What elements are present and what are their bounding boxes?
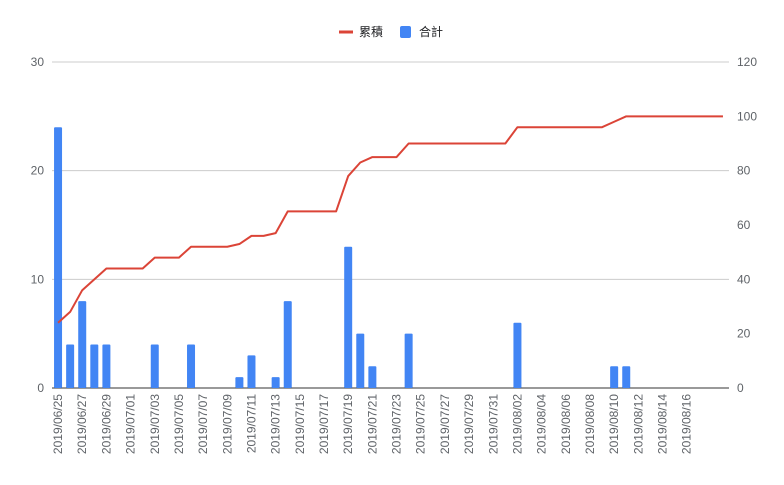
x-tick-label: 2019/07/09 (220, 394, 234, 454)
bar-series-total (54, 127, 631, 388)
y-left-tick-label: 0 (37, 381, 44, 395)
x-tick-label: 2019/07/13 (269, 394, 283, 454)
x-tick-label: 2019/08/14 (656, 394, 670, 454)
x-tick-label: 2019/08/06 (559, 394, 573, 454)
x-tick-label: 2019/08/10 (607, 394, 621, 454)
bar (283, 301, 292, 388)
x-tick-label: 2019/07/15 (293, 394, 307, 454)
legend-item-cumulative[interactable]: 累積 (339, 24, 383, 39)
x-tick-label: 2019/07/31 (486, 394, 500, 454)
x-tick-label: 2019/07/07 (196, 394, 210, 454)
bar (404, 333, 413, 388)
x-tick-label: 2019/07/19 (341, 394, 355, 454)
axes: 0 10 20 30 0 20 40 60 80 100 120 2019/06/25 2019/06/… (31, 55, 758, 454)
bar (344, 246, 353, 388)
bar (513, 322, 522, 388)
x-tick-label: 2019/07/01 (124, 394, 138, 454)
x-tick-label: 2019/06/25 (51, 394, 65, 454)
bar (622, 366, 631, 388)
legend-item-total[interactable]: 合計 (400, 24, 443, 39)
gridlines (52, 61, 729, 389)
bar (247, 355, 256, 388)
legend-label: 合計 (419, 24, 443, 39)
bar (66, 344, 75, 388)
y-left-tick-label: 10 (31, 272, 45, 286)
y-right-tick-label: 60 (737, 218, 751, 232)
y-right-tick-label: 120 (737, 55, 757, 69)
legend-label: 累積 (359, 24, 383, 39)
legend[interactable]: 累積 合計 (339, 24, 443, 39)
y-right-tick-label: 100 (737, 109, 757, 123)
x-tick-label: 2019/07/25 (414, 394, 428, 454)
bar (610, 366, 619, 388)
x-tick-label: 2019/07/05 (172, 394, 186, 454)
bar (102, 344, 111, 388)
bar (150, 344, 159, 388)
x-tick-label: 2019/07/03 (148, 394, 162, 454)
x-tick-label: 2019/07/21 (365, 394, 379, 454)
cumulative-line (57, 115, 723, 324)
legend-swatch-line (339, 30, 353, 34)
x-tick-label: 2019/07/27 (438, 394, 452, 454)
bar (271, 377, 280, 388)
x-tick-label: 2019/07/23 (390, 394, 404, 454)
bar (54, 127, 63, 388)
x-tick-label: 2019/08/02 (510, 394, 524, 454)
legend-swatch-bar (400, 26, 411, 38)
y-left-tick-label: 20 (31, 164, 45, 178)
x-tick-label: 2019/06/27 (75, 394, 89, 454)
y-right-tick-label: 40 (737, 272, 751, 286)
x-tick-label: 2019/07/29 (462, 394, 476, 454)
bar (78, 301, 87, 388)
bar (90, 344, 99, 388)
bar (356, 333, 365, 388)
x-tick-label: 2019/06/29 (99, 394, 113, 454)
x-tick-label: 2019/08/16 (680, 394, 694, 454)
bar (368, 366, 377, 388)
y-left-tick-label: 30 (31, 55, 45, 69)
x-tick-label: 2019/08/04 (535, 394, 549, 454)
bar (235, 377, 244, 388)
bar (187, 344, 196, 388)
y-right-tick-label: 20 (737, 327, 751, 341)
line-series-cumulative (57, 115, 723, 324)
y-right-tick-label: 0 (737, 381, 744, 395)
y-right-tick-label: 80 (737, 164, 751, 178)
x-tick-label: 2019/07/11 (244, 394, 258, 453)
x-tick-label: 2019/07/17 (317, 394, 331, 454)
x-tick-label: 2019/08/12 (631, 394, 645, 454)
x-tick-label: 2019/08/08 (583, 394, 597, 454)
